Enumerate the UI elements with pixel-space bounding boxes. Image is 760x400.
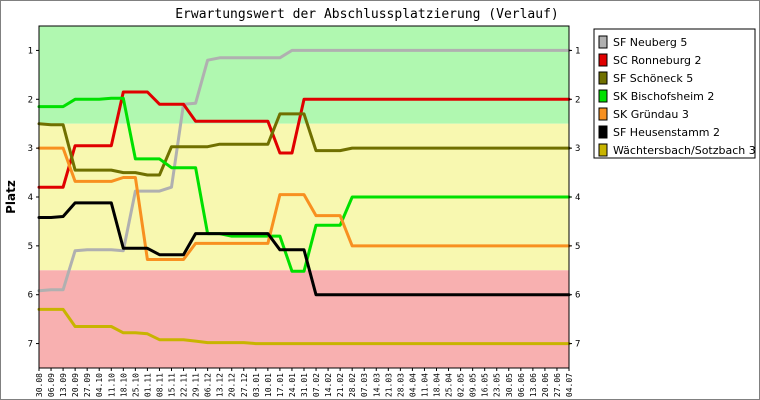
x-tick-label: 27.09: [83, 373, 92, 397]
x-tick-label: 10.01: [264, 373, 273, 397]
x-tick-label: 18.10: [119, 373, 128, 397]
x-tick-label: 30.08: [35, 373, 44, 397]
legend-swatch-6: [598, 143, 608, 157]
series-line-2: [37, 112, 571, 177]
series-line-4: [37, 146, 571, 261]
y-tick-label-right: 3: [575, 144, 580, 154]
x-tick-label: 22.11: [180, 373, 189, 397]
x-tick-label: 07.03: [360, 373, 369, 397]
legend-swatch-2: [598, 71, 608, 85]
x-tick-label: 16.05: [481, 373, 490, 397]
x-tick-label: 07.02: [312, 373, 321, 397]
y-tick-label-right: 2: [575, 95, 580, 105]
x-tick-label: 25.10: [131, 373, 140, 397]
y-tick-label: 2: [28, 95, 33, 105]
series-lines: [37, 48, 571, 346]
x-tick-label: 30.05: [505, 373, 514, 397]
x-tick-label: 09.05: [469, 373, 478, 397]
x-tick-label: 11.10: [107, 373, 116, 397]
x-tick-label: 21.03: [384, 373, 393, 397]
x-tick-label: 17.01: [276, 373, 285, 397]
x-tick-label: 13.09: [59, 373, 68, 397]
x-tick-label: 04.07: [565, 373, 574, 397]
x-tick-label: 24.01: [288, 373, 297, 397]
x-tick-label: 02.05: [457, 373, 466, 397]
x-tick-label: 15.11: [168, 373, 177, 397]
x-tick-label: 01.11: [143, 373, 152, 397]
x-tick-label: 13.12: [216, 373, 225, 397]
x-tick-label: 14.02: [324, 373, 333, 397]
y-tick-label-right: 1: [575, 46, 580, 56]
legend-swatch-3: [598, 89, 608, 103]
series-line-3: [37, 96, 571, 273]
y-axis-right: 1 2 3 4 5 6 7: [569, 46, 580, 350]
legend-label-6: Wächtersbach/Sotzbach 3: [613, 144, 756, 157]
legend-swatch-5: [598, 125, 608, 139]
series-line-6: [37, 307, 571, 346]
y-tick-label-right: 7: [575, 340, 580, 350]
x-tick-label: 28.03: [396, 373, 405, 397]
y-tick-label: 5: [28, 242, 33, 252]
y-tick-label: 3: [28, 144, 33, 154]
legend-box: [593, 28, 756, 159]
legend-label-3: SK Bischofsheim 2: [613, 90, 714, 103]
legend-label-2: SF Schöneck 5: [613, 72, 693, 85]
legend-swatch-0: [598, 35, 608, 49]
x-tick-label: 04.10: [95, 373, 104, 397]
x-tick-label: 04.04: [408, 373, 417, 397]
legend-label-5: SF Heusenstamm 2: [613, 126, 720, 139]
x-tick-label: 28.02: [348, 373, 357, 397]
y-tick-label: 1: [28, 46, 33, 56]
legend-swatch-1: [598, 53, 608, 67]
x-tick-label: 25.04: [445, 373, 454, 397]
background-band-2: [39, 270, 569, 368]
chart-title: Erwartungswert der Abschlussplatzierung …: [175, 7, 559, 22]
legend-label-1: SC Ronneburg 2: [613, 54, 702, 67]
x-tick-label: 23.05: [493, 373, 502, 397]
x-tick-label: 14.03: [372, 373, 381, 397]
y-tick-label: 4: [28, 193, 33, 203]
x-tick-label: 29.11: [192, 373, 201, 397]
y-tick-label-right: 4: [575, 193, 580, 203]
legend-label-0: SF Neuberg 5: [613, 36, 687, 49]
y-tick-label: 6: [28, 291, 33, 301]
legend-label-4: SK Gründau 3: [613, 108, 689, 121]
x-tick-label: 11.04: [420, 373, 429, 397]
legend: SF Neuberg 5 SC Ronneburg 2 SF Schöneck 5 S…: [593, 28, 756, 159]
x-tick-label: 08.11: [155, 373, 164, 397]
background-band-0: [39, 26, 569, 124]
x-tick-label: 06.09: [47, 373, 56, 397]
x-axis: 30.08 06.09 13.09 20.09 27.09 04.10 11.10 18.10…: [35, 368, 574, 397]
x-tick-label: 20.09: [71, 373, 80, 397]
x-tick-label: 20.12: [228, 373, 237, 397]
x-tick-label: 13.06: [529, 373, 538, 397]
y-tick-label: 7: [28, 340, 33, 350]
y-tick-label-right: 6: [575, 291, 580, 301]
y-axis-left: 1 2 3 4 5 6 7: [28, 46, 39, 350]
x-tick-label: 31.01: [300, 373, 309, 397]
x-tick-label: 06.06: [517, 373, 526, 397]
y-axis-label: Platz: [4, 180, 18, 214]
x-tick-label: 27.12: [240, 373, 249, 397]
series-line-5: [37, 201, 571, 297]
x-tick-label: 18.04: [433, 373, 442, 397]
series-line-1: [37, 90, 571, 189]
x-tick-label: 21.02: [336, 373, 345, 397]
series-line-0: [37, 48, 571, 293]
y-tick-label-right: 5: [575, 242, 580, 252]
x-tick-label: 27.06: [553, 373, 562, 397]
legend-swatch-4: [598, 107, 608, 121]
x-tick-label: 20.06: [541, 373, 550, 397]
x-tick-label: 06.12: [204, 373, 213, 397]
x-tick-label: 03.01: [252, 373, 261, 397]
